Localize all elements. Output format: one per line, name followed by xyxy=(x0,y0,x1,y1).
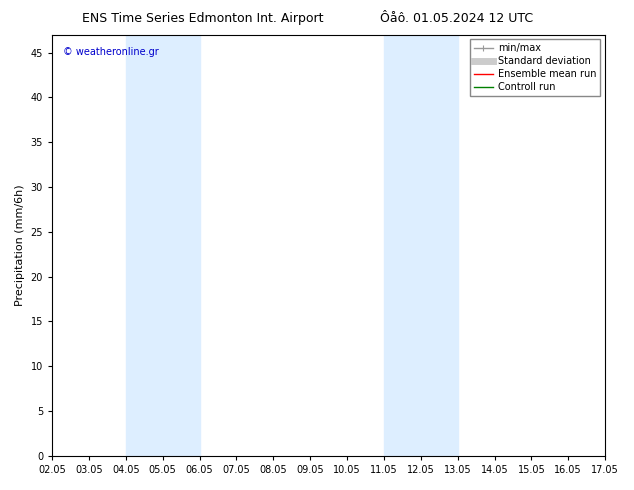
Text: ENS Time Series Edmonton Int. Airport: ENS Time Series Edmonton Int. Airport xyxy=(82,12,324,25)
Bar xyxy=(384,35,458,456)
Text: © weatheronline.gr: © weatheronline.gr xyxy=(63,47,159,57)
Y-axis label: Precipitation (mm/6h): Precipitation (mm/6h) xyxy=(15,184,25,306)
Bar xyxy=(126,35,200,456)
Text: Ôåô. 01.05.2024 12 UTC: Ôåô. 01.05.2024 12 UTC xyxy=(380,12,534,25)
Legend: min/max, Standard deviation, Ensemble mean run, Controll run: min/max, Standard deviation, Ensemble me… xyxy=(470,40,600,96)
